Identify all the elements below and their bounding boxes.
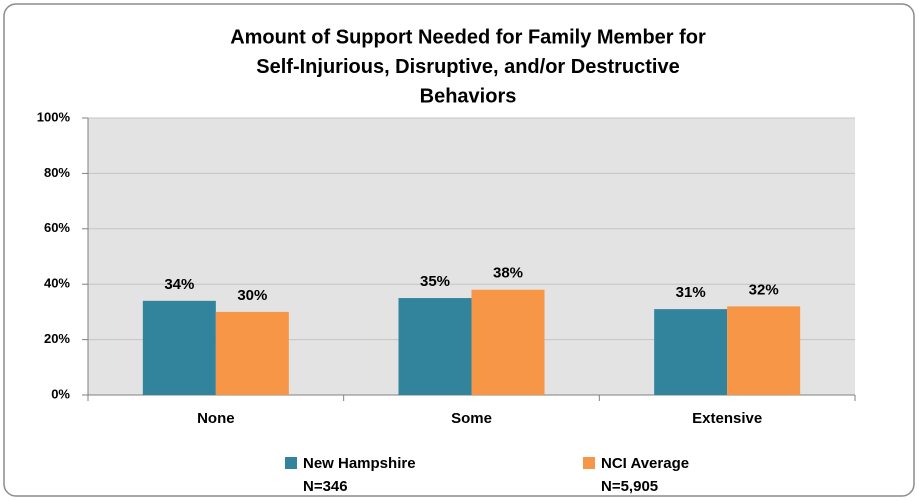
y-tick-label: 0%: [51, 386, 70, 401]
legend-sample: N=346: [303, 478, 348, 495]
bar: [142, 300, 216, 395]
bar: [654, 309, 728, 395]
data-label: 35%: [420, 273, 450, 290]
data-label: 31%: [676, 284, 706, 301]
y-tick-label: 60%: [44, 220, 70, 235]
legend-swatch: [583, 457, 595, 469]
data-label: 38%: [493, 265, 523, 282]
chart-title: Amount of Support Needed for Family Memb…: [230, 26, 706, 48]
data-label: 32%: [749, 281, 779, 298]
bar: [471, 289, 545, 395]
y-tick-label: 100%: [37, 109, 71, 124]
bar: [215, 311, 289, 395]
x-tick-label: None: [197, 410, 235, 427]
bar: [398, 298, 472, 395]
data-label: 34%: [164, 276, 194, 293]
legend-label: NCI Average: [601, 455, 689, 472]
data-label: 30%: [237, 287, 267, 304]
legend-swatch: [285, 457, 297, 469]
y-tick-label: 80%: [44, 165, 70, 180]
x-tick-label: Some: [451, 410, 492, 427]
legend-label: New Hampshire: [303, 455, 416, 472]
legend-sample: N=5,905: [601, 478, 658, 495]
chart-title: Behaviors: [420, 85, 517, 107]
chart-title: Self-Injurious, Disruptive, and/or Destr…: [256, 56, 679, 78]
y-tick-label: 20%: [44, 331, 70, 346]
y-tick-label: 40%: [44, 276, 70, 291]
bar: [727, 306, 801, 395]
x-tick-label: Extensive: [692, 410, 762, 427]
